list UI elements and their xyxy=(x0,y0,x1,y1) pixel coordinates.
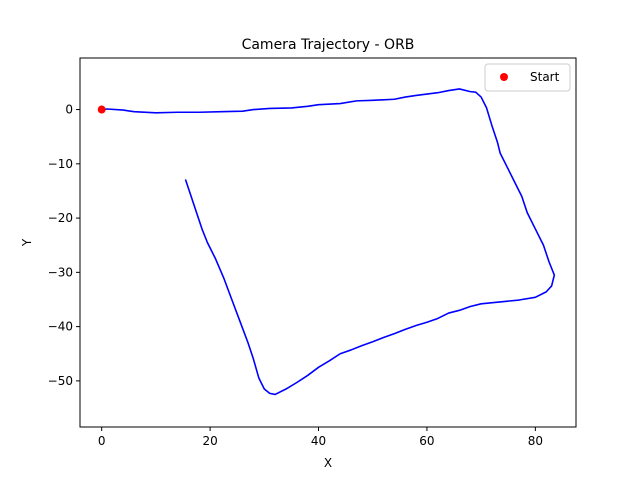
legend-frame xyxy=(484,63,571,92)
legend-start-label: Start xyxy=(530,70,560,84)
start-point xyxy=(97,105,106,114)
y-tick-label: −50 xyxy=(48,374,73,388)
plot-layer xyxy=(97,88,556,396)
y-axis-label: Y xyxy=(20,238,34,247)
x-tick-label: 20 xyxy=(202,434,217,448)
x-tick-label: 80 xyxy=(528,434,543,448)
y-tick-label: −10 xyxy=(48,157,73,171)
chart-title: Camera Trajectory - ORB xyxy=(242,37,415,53)
y-tick-label: 0 xyxy=(65,103,73,117)
legend: Start xyxy=(484,63,571,92)
y-tick-label: −30 xyxy=(48,265,73,279)
x-tick-label: 0 xyxy=(98,434,106,448)
legend-start-marker xyxy=(500,73,508,81)
x-axis-label: X xyxy=(324,456,332,470)
x-tick-label: 40 xyxy=(311,434,326,448)
plot-frame xyxy=(79,57,577,428)
trajectory-line xyxy=(100,88,556,396)
y-tick-label: −20 xyxy=(48,211,73,225)
tick-layer: 0 20 40 60 80 0 −10 −20 −30 −40 −50 xyxy=(48,103,543,448)
x-tick-label: 60 xyxy=(419,434,434,448)
y-tick-label: −40 xyxy=(48,320,73,334)
